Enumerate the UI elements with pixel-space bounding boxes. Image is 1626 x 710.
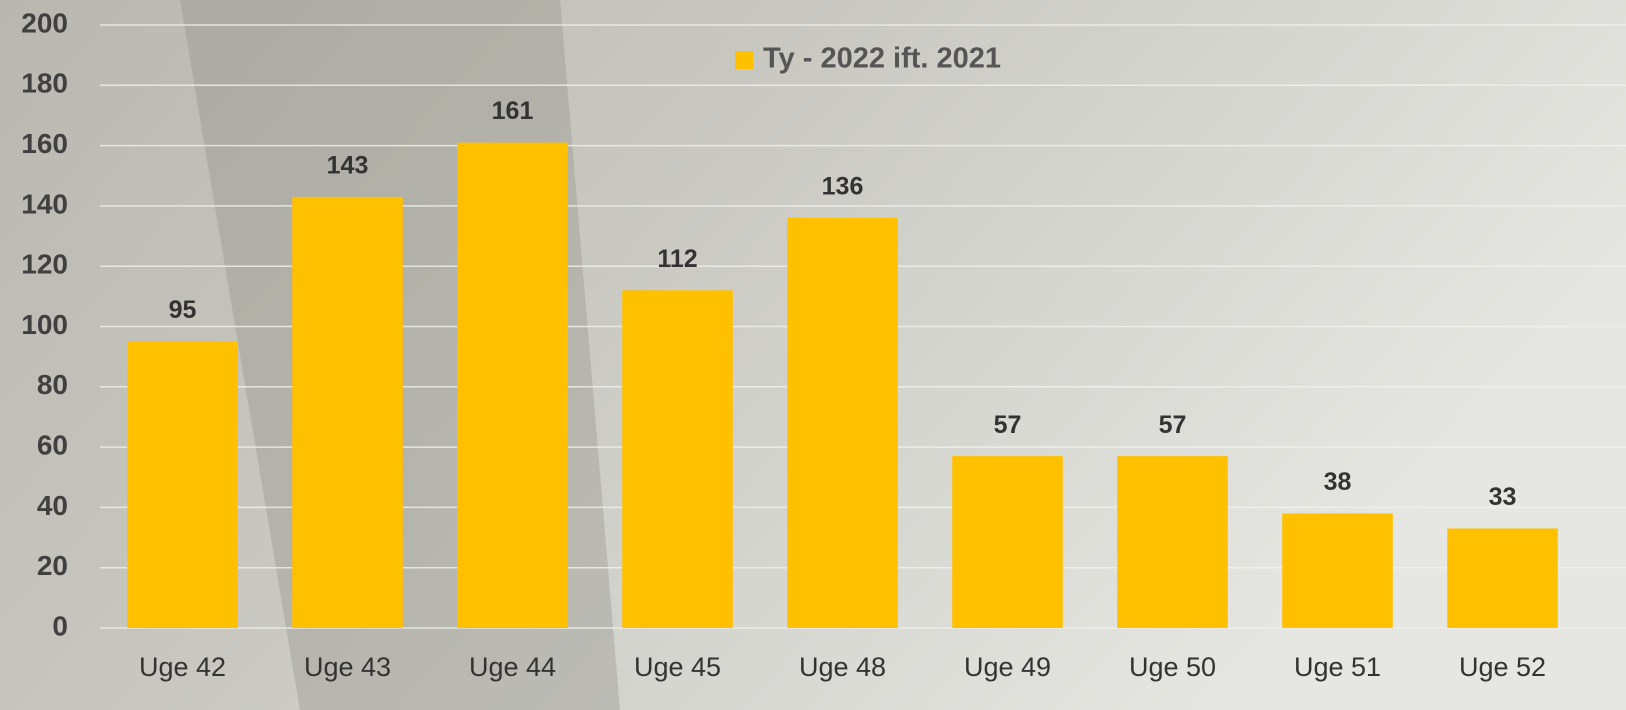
bar (1282, 513, 1393, 628)
y-tick-label: 140 (21, 188, 68, 219)
value-label: 33 (1489, 483, 1517, 511)
value-label: 136 (822, 173, 864, 201)
x-tick-label: Uge 51 (1294, 652, 1381, 682)
y-tick-label: 200 (21, 7, 68, 38)
y-tick-label: 0 (52, 610, 68, 641)
x-tick-label: Uge 44 (469, 652, 556, 682)
legend-label: Ty - 2022 ift. 2021 (763, 43, 1001, 75)
y-tick-label: 60 (37, 429, 68, 460)
y-tick-label: 100 (21, 309, 68, 340)
x-tick-label: Uge 48 (799, 652, 886, 682)
value-label: 112 (657, 245, 697, 273)
y-tick-label: 20 (37, 550, 68, 581)
value-label: 57 (1159, 411, 1187, 439)
value-label: 57 (994, 411, 1022, 439)
chart: 0 20 40 60 80 100 120 140 160 180 200 95 143 161 112 13… (0, 0, 1626, 710)
x-tick-label: Uge 52 (1459, 652, 1546, 682)
value-label: 161 (492, 97, 534, 125)
value-label: 143 (327, 151, 369, 179)
bar (952, 456, 1063, 628)
y-tick-label: 80 (37, 369, 68, 400)
y-tick-label: 120 (21, 249, 68, 280)
value-label: 38 (1324, 468, 1352, 496)
bar (1117, 456, 1228, 628)
x-tick-label: Uge 43 (304, 652, 391, 682)
y-tick-label: 180 (21, 68, 68, 99)
y-tick-label: 160 (21, 128, 68, 159)
x-tick-label: Uge 42 (139, 652, 226, 682)
y-tick-label: 40 (37, 490, 68, 521)
x-tick-label: Uge 50 (1129, 652, 1216, 682)
bar (1447, 529, 1558, 628)
value-label: 95 (169, 296, 197, 324)
bar (622, 290, 733, 628)
bar (787, 218, 898, 628)
bar (457, 143, 568, 628)
x-tick-label: Uge 49 (964, 652, 1051, 682)
x-tick-label: Uge 45 (634, 652, 721, 682)
bar (127, 342, 238, 628)
page: 0 20 40 60 80 100 120 140 160 180 200 95 143 161 112 13… (0, 0, 1626, 710)
legend-swatch (735, 51, 753, 69)
bar (292, 197, 403, 628)
